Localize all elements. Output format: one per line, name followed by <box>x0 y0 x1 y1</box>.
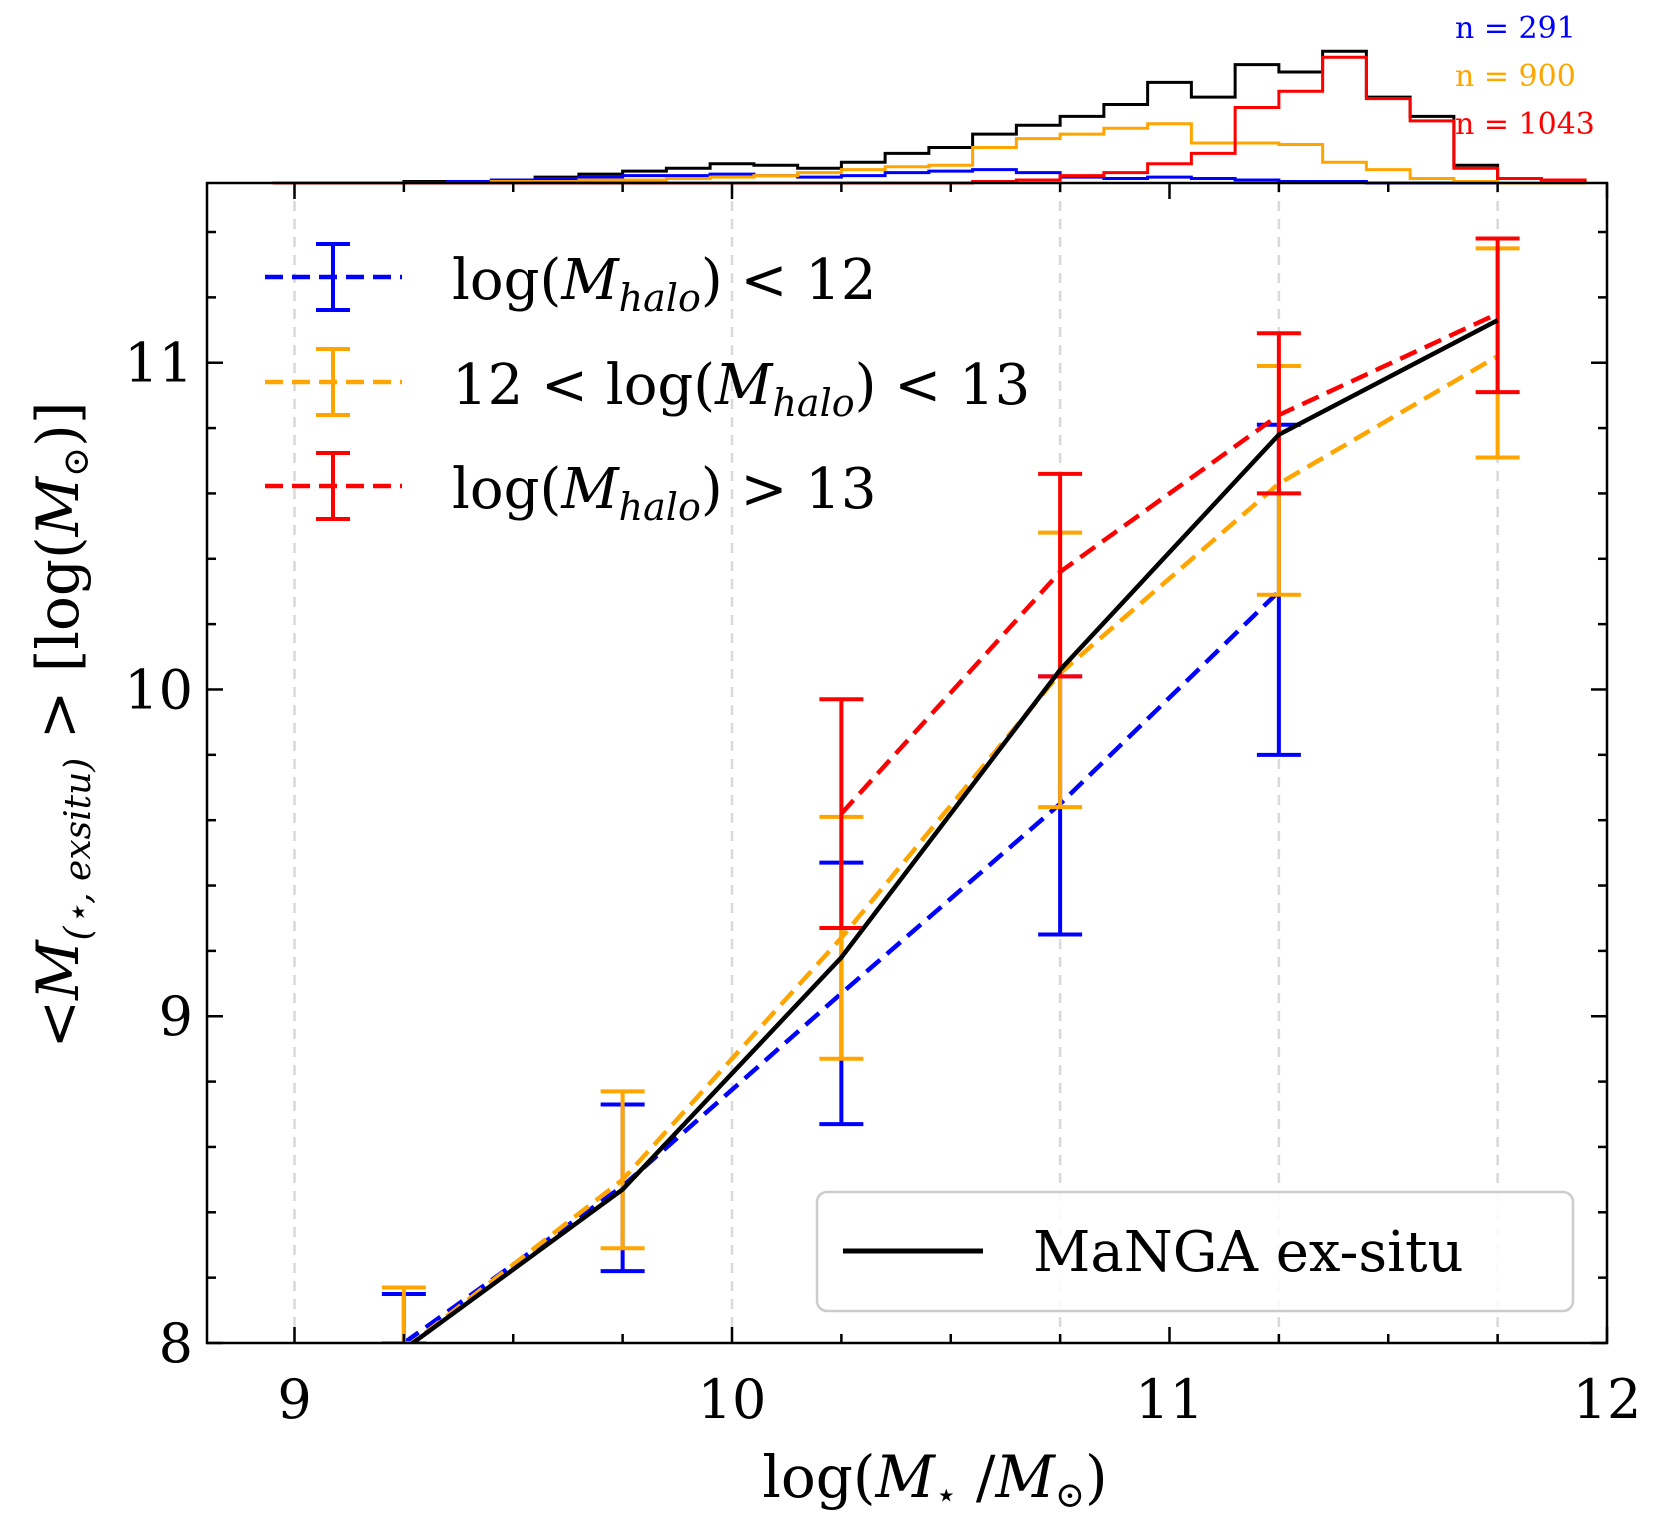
histogram-total <box>272 49 1586 185</box>
series-line-high <box>839 311 1499 816</box>
x-tick-label: 10 <box>698 1368 767 1431</box>
legend-halo-mass: log(Mhalo) < 12 12 < log(Mhalo) < 13 log… <box>265 242 1030 529</box>
sample-counts: n = 291 n = 900 n = 1043 <box>1455 11 1595 142</box>
y-tick-label: 8 <box>159 1312 193 1375</box>
series-line-low <box>402 589 1281 1343</box>
x-tick-label: 12 <box>1573 1368 1642 1431</box>
legend-label-high-halo: log(Mhalo) > 13 <box>452 457 876 529</box>
sample-count-mid: n = 900 <box>1455 59 1576 94</box>
plot-series <box>381 236 1520 1343</box>
x-tick-labels: 9 10 11 12 <box>277 1368 1641 1431</box>
series-high <box>819 236 1520 931</box>
legend-label-mid-halo: 12 < log(Mhalo) < 13 <box>452 353 1030 425</box>
marginal-histogram <box>272 49 1587 185</box>
sample-count-low: n = 291 <box>1455 11 1576 46</box>
y-tick-labels: 8 9 10 11 <box>124 332 193 1375</box>
series-line-manga <box>408 318 1499 1343</box>
series-line-mid <box>408 354 1499 1343</box>
legend-item-high-halo <box>265 451 402 521</box>
legend-item-low-halo <box>265 242 402 312</box>
y-tick-label: 10 <box>124 658 193 721</box>
x-tick-label: 11 <box>1135 1368 1204 1431</box>
plot-frame <box>205 181 1609 1345</box>
legend-label-low-halo: log(Mhalo) < 12 <box>452 248 876 320</box>
y-tick-label: 11 <box>124 332 193 395</box>
y-axis-label: <M(⋆, exsitu) > [log(M⊙)] <box>24 402 99 1049</box>
histogram-low <box>272 168 1586 185</box>
axis-ticks <box>207 183 1609 1345</box>
series-manga <box>408 318 1499 1343</box>
x-axis-label: log(M⋆ /M⊙) <box>762 1443 1107 1516</box>
histogram-mid <box>272 122 1586 185</box>
y-tick-label: 9 <box>159 985 193 1048</box>
x-tick-label: 9 <box>277 1368 311 1431</box>
legend-item-mid-halo <box>265 347 402 417</box>
sample-count-high: n = 1043 <box>1455 107 1595 142</box>
legend-manga: MaNGA ex-situ <box>815 1190 1575 1313</box>
legend-label-manga: MaNGA ex-situ <box>1033 1220 1464 1285</box>
legend-manga-box <box>815 1190 1575 1313</box>
